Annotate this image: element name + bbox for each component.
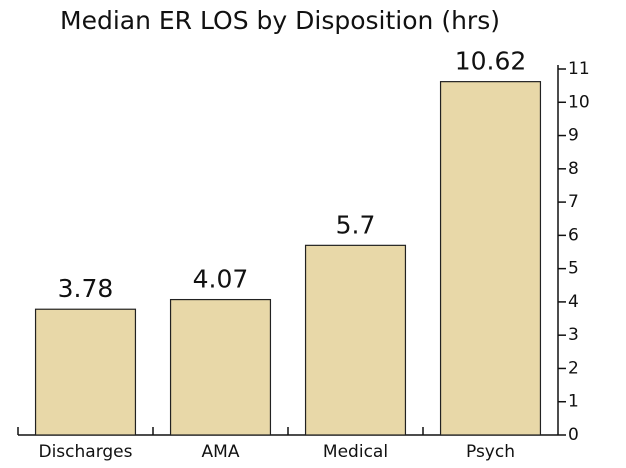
chart-title: Median ER LOS by Disposition (hrs) <box>60 6 500 35</box>
x-tick-label: Medical <box>323 442 388 462</box>
y-tick-label: 7 <box>568 192 579 212</box>
x-tick-label: AMA <box>202 442 240 462</box>
x-tick-label: Psych <box>466 442 515 462</box>
bar <box>304 244 407 436</box>
y-tick-label: 4 <box>568 292 579 312</box>
y-tick-label: 9 <box>568 126 579 146</box>
y-tick-label: 6 <box>568 225 579 245</box>
bar <box>169 298 272 436</box>
x-tick-label: Discharges <box>38 442 132 462</box>
data-label: 10.62 <box>455 47 527 76</box>
y-tick-label: 8 <box>568 159 579 179</box>
data-label: 5.7 <box>336 210 376 239</box>
y-tick-label: 11 <box>568 59 590 79</box>
data-label: 4.07 <box>193 265 249 294</box>
y-tick-label: 10 <box>568 92 590 112</box>
y-tick-label: 1 <box>568 392 579 412</box>
data-label: 3.78 <box>58 274 114 303</box>
bar <box>439 81 542 436</box>
y-tick-label: 2 <box>568 358 579 378</box>
bar <box>34 308 137 436</box>
y-tick-label: 5 <box>568 259 579 279</box>
y-tick-label: 3 <box>568 325 579 345</box>
y-tick-label: 0 <box>568 425 579 445</box>
